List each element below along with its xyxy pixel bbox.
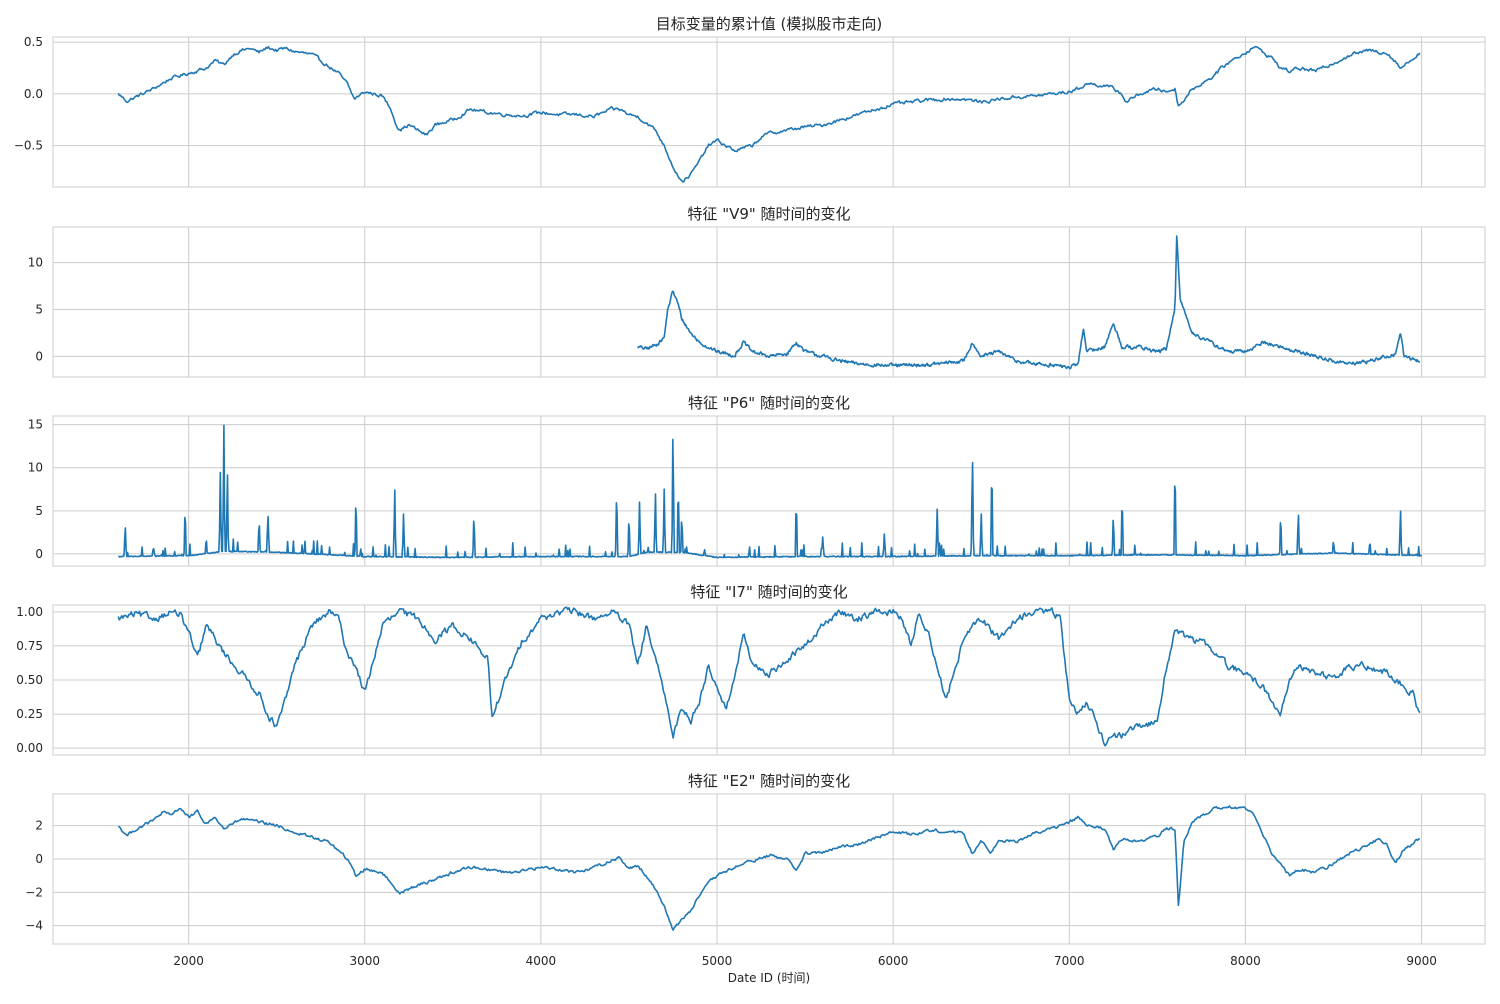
y-tick-label: 0.75 <box>16 639 43 653</box>
y-tick-label: 5 <box>35 504 43 518</box>
subplot-title: 特征 "I7" 随时间的变化 <box>690 583 847 601</box>
y-tick-label: −4 <box>25 919 43 933</box>
subplot-4: 0.00 0.25 0.50 0.75 1.00 特征 "I7" 随时间的变化 <box>16 583 1486 756</box>
y-tick-label: 0.0 <box>24 87 43 101</box>
y-tick-label: 0 <box>35 547 43 561</box>
plot-area <box>53 227 1485 377</box>
axes-frame <box>52 793 1486 945</box>
axes-frame <box>52 415 1486 567</box>
subplot-title: 特征 "V9" 随时间的变化 <box>687 205 850 223</box>
subplot-title: 目标变量的累计值 (模拟股市走向) <box>656 15 882 33</box>
y-tick-label: 0.50 <box>16 673 43 687</box>
y-tick-label: 0.5 <box>24 35 43 49</box>
x-tick-label: 8000 <box>1230 954 1261 968</box>
x-tick-label: 2000 <box>173 954 204 968</box>
y-tick-label: 0 <box>35 349 43 363</box>
series-line <box>117 805 1420 931</box>
y-tick-label: 10 <box>28 256 43 270</box>
subplot-title: 特征 "E2" 随时间的变化 <box>688 772 850 790</box>
y-tick-label: 5 <box>35 303 43 317</box>
subplot-1: −0.5 0.0 0.5 目标变量的累计值 (模拟股市走向) <box>14 15 1486 188</box>
axes-frame <box>52 604 1486 756</box>
x-tick-label: 6000 <box>878 954 909 968</box>
series-line <box>117 45 1421 183</box>
series-line <box>637 235 1421 370</box>
x-tick-label: 7000 <box>1054 954 1085 968</box>
plot-area <box>53 37 1485 187</box>
axes-frame <box>52 36 1486 188</box>
subplot-2: 0 5 10 特征 "V9" 随时间的变化 <box>28 205 1486 378</box>
subplot-5: −4 −2 0 2 特征 "E2" 随时间的变化 2000 3000 4000 5000 6000… <box>25 772 1486 985</box>
x-axis-label: Date ID (时间) <box>728 971 810 985</box>
y-tick-label: −2 <box>25 885 43 899</box>
y-tick-label: 10 <box>28 461 43 475</box>
subplot-3: 0 5 10 15 特征 "P6" 随时间的变化 <box>28 394 1486 567</box>
y-tick-label: 1.00 <box>16 605 43 619</box>
subplot-title: 特征 "P6" 随时间的变化 <box>688 394 850 412</box>
y-tick-label: −0.5 <box>14 139 43 153</box>
x-tick-label: 9000 <box>1406 954 1437 968</box>
axes-frame <box>52 226 1486 378</box>
y-tick-label: 0.25 <box>16 707 43 721</box>
x-tick-label: 4000 <box>526 954 557 968</box>
y-tick-label: 2 <box>35 819 43 833</box>
plot-area <box>53 794 1485 944</box>
x-tick-label: 3000 <box>349 954 380 968</box>
y-tick-label: 0 <box>35 852 43 866</box>
plot-area <box>53 416 1485 566</box>
y-tick-label: 15 <box>28 418 43 432</box>
series-line <box>118 424 1423 559</box>
series-line <box>117 606 1421 747</box>
x-tick-label: 5000 <box>702 954 733 968</box>
y-tick-label: 0.00 <box>16 741 43 755</box>
